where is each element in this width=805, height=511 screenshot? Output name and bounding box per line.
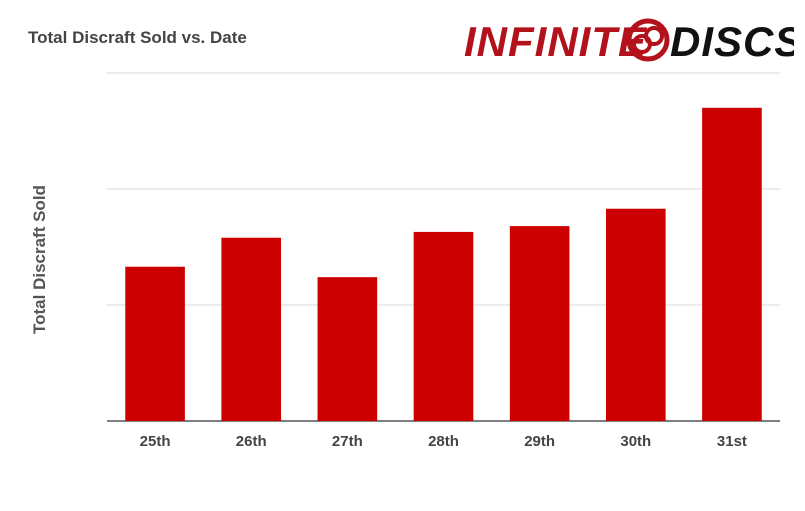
disc-logo-icon (626, 18, 670, 62)
x-tick-label: 25th (140, 433, 171, 450)
bar-29th (509, 226, 570, 421)
x-tick-label: 30th (620, 433, 651, 450)
infinite-discs-logo: INFINITE DISCS (464, 18, 794, 65)
logo-text-left: INFINITE (464, 18, 648, 65)
x-tick-label: 27th (332, 433, 363, 450)
chart-title: Total Discraft Sold vs. Date (28, 28, 247, 47)
x-tick-label: 31st (717, 433, 747, 450)
bar-28th (413, 231, 474, 421)
bar-25th (125, 266, 185, 421)
bar-30th (605, 208, 666, 421)
bar-26th (221, 237, 282, 421)
bar-27th (317, 277, 378, 421)
x-tick-label: 28th (428, 433, 459, 450)
logo-text-right: DISCS (670, 18, 794, 65)
x-tick-label: 29th (524, 433, 555, 450)
x-tick-labels: 25th 26th 27th 28th 29th 30th 31st (140, 433, 747, 450)
bar-31st (702, 107, 762, 422)
bars (125, 107, 762, 422)
x-tick-label: 26th (236, 433, 267, 450)
